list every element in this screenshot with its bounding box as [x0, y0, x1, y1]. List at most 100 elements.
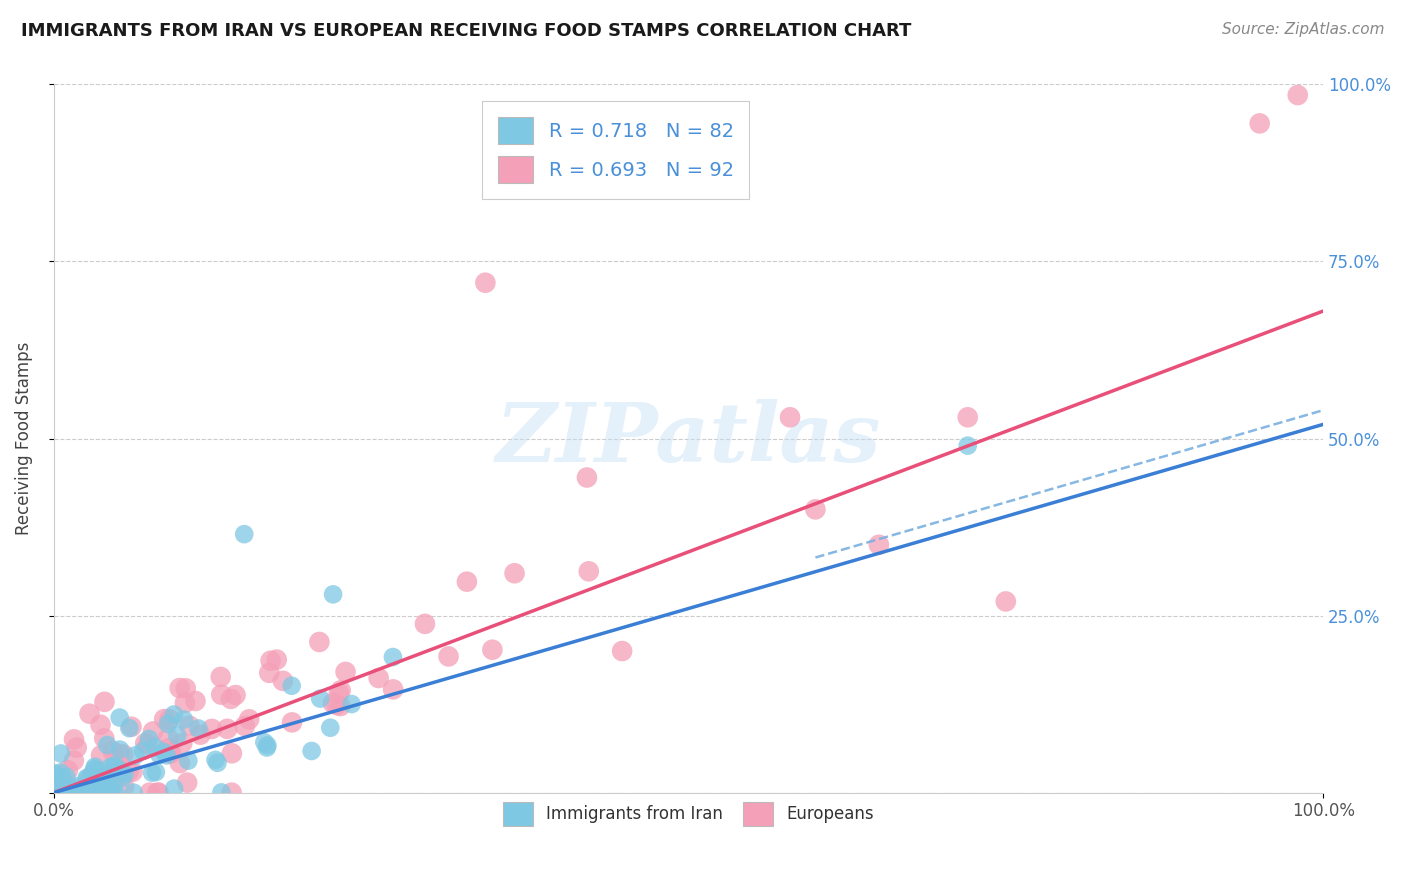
Point — [65, 784, 87, 798]
Point — [108, 710, 131, 724]
Point — [51, 782, 73, 797]
Point — [94, 769, 117, 783]
Point — [335, 665, 357, 679]
Point — [93, 731, 115, 746]
Point — [51, 771, 73, 785]
Point — [437, 649, 460, 664]
Point — [84, 764, 107, 778]
Point — [104, 772, 127, 786]
Point — [132, 744, 155, 758]
Point — [86, 786, 108, 800]
Point — [169, 756, 191, 770]
Point — [91, 786, 114, 800]
Point — [256, 740, 278, 755]
Point — [204, 753, 226, 767]
Point — [474, 276, 496, 290]
Point — [101, 744, 124, 758]
Point — [118, 721, 141, 735]
Point — [173, 713, 195, 727]
Point — [322, 587, 344, 601]
Point — [456, 574, 478, 589]
Point — [142, 724, 165, 739]
Point — [103, 759, 125, 773]
Point — [329, 683, 352, 698]
Point — [149, 747, 172, 762]
Point — [45, 768, 67, 782]
Point — [121, 764, 143, 779]
Point — [325, 698, 347, 712]
Point — [176, 775, 198, 789]
Point — [55, 786, 77, 800]
Point — [100, 786, 122, 800]
Point — [225, 688, 247, 702]
Point — [66, 779, 89, 793]
Point — [153, 712, 176, 726]
Point — [157, 731, 180, 746]
Point — [76, 786, 98, 800]
Point — [77, 786, 100, 800]
Point — [49, 747, 72, 761]
Point — [49, 786, 72, 800]
Point — [322, 696, 344, 710]
Point — [42, 766, 65, 780]
Point — [73, 781, 96, 796]
Point — [141, 765, 163, 780]
Point — [111, 771, 134, 785]
Point — [1249, 116, 1271, 130]
Point — [209, 688, 232, 702]
Point — [166, 728, 188, 742]
Text: IMMIGRANTS FROM IRAN VS EUROPEAN RECEIVING FOOD STAMPS CORRELATION CHART: IMMIGRANTS FROM IRAN VS EUROPEAN RECEIVI… — [21, 22, 911, 40]
Point — [329, 699, 352, 714]
Point — [503, 566, 526, 581]
Point — [66, 786, 89, 800]
Point — [98, 786, 121, 800]
Point — [578, 564, 600, 578]
Point — [76, 772, 98, 786]
Point — [56, 781, 79, 796]
Point — [101, 781, 124, 796]
Point — [187, 722, 209, 736]
Text: ZIPatlas: ZIPatlas — [496, 399, 882, 478]
Point — [108, 742, 131, 756]
Point — [610, 644, 633, 658]
Point — [84, 760, 107, 774]
Point — [114, 767, 136, 781]
Point — [51, 786, 73, 800]
Point — [48, 786, 70, 800]
Point — [779, 410, 801, 425]
Point — [100, 760, 122, 774]
Point — [48, 786, 70, 800]
Point — [271, 673, 294, 688]
Point — [98, 781, 121, 796]
Point — [174, 681, 197, 696]
Point — [55, 783, 77, 797]
Point — [382, 682, 405, 697]
Point — [481, 642, 503, 657]
Point — [48, 786, 70, 800]
Point — [96, 738, 118, 752]
Point — [367, 671, 389, 685]
Point — [58, 786, 80, 800]
Point — [956, 410, 979, 425]
Point — [63, 786, 86, 800]
Point — [413, 616, 436, 631]
Point — [90, 748, 112, 763]
Point — [108, 747, 131, 762]
Point — [90, 786, 112, 800]
Point — [138, 786, 160, 800]
Point — [59, 780, 82, 795]
Point — [163, 707, 186, 722]
Point — [148, 786, 170, 800]
Point — [100, 765, 122, 780]
Point — [143, 740, 166, 755]
Point — [82, 767, 104, 781]
Point — [207, 756, 229, 770]
Point — [163, 781, 186, 796]
Point — [253, 735, 276, 749]
Point — [190, 728, 212, 742]
Point — [159, 712, 181, 726]
Point — [280, 679, 302, 693]
Point — [177, 754, 200, 768]
Point — [93, 695, 115, 709]
Point — [80, 786, 103, 800]
